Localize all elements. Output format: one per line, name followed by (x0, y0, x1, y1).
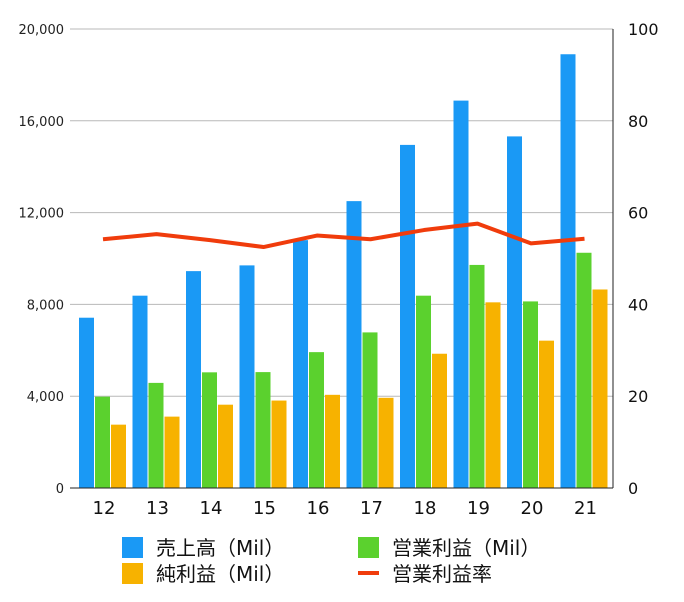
bar-net-profit (164, 416, 180, 488)
legend-swatch-line (358, 571, 379, 575)
profit-rate-line (102, 221, 585, 250)
x-tick-label: 16 (307, 498, 330, 519)
right-tick-label: 40 (628, 295, 648, 314)
x-tick-label: 21 (574, 498, 597, 519)
x-tick-label: 17 (360, 498, 383, 519)
legend-label: 売上高（Mil） (156, 536, 284, 560)
bar-net-profit (325, 394, 340, 488)
x-tick-label: 12 (93, 498, 116, 519)
bar-sales (560, 54, 576, 489)
bar-net-profit (485, 302, 501, 488)
right-tick-label: 20 (628, 387, 648, 406)
bar-operating-profit (469, 264, 485, 488)
bar-sales (79, 317, 94, 488)
bar-sales (507, 136, 522, 488)
bar-sales (132, 295, 148, 488)
bar-operating-profit (95, 396, 110, 488)
bar-sales (453, 100, 469, 488)
legend-label: 営業利益（Mil） (392, 536, 540, 560)
bar-operating-profit (202, 372, 217, 488)
bar-operating-profit (416, 295, 431, 488)
bar-sales (346, 201, 362, 488)
bar-sales (186, 271, 201, 488)
legend-swatch (122, 563, 143, 584)
bar-net-profit (111, 424, 126, 488)
bar-net-profit (539, 340, 554, 488)
left-tick-label: 20,000 (19, 23, 65, 38)
legend-label: 営業利益率 (392, 562, 492, 586)
bar-operating-profit (362, 332, 378, 488)
bar-net-profit (271, 400, 287, 488)
x-tick-label: 14 (200, 498, 223, 519)
bar-operating-profit (255, 372, 271, 488)
x-tick-label: 20 (521, 498, 544, 519)
bar-operating-profit (148, 382, 164, 488)
x-tick-label: 18 (414, 498, 437, 519)
left-tick-label: 8,000 (27, 298, 64, 313)
bar-operating-profit (576, 252, 592, 488)
grid-lines (70, 28, 613, 397)
bar-sales (239, 265, 255, 488)
legend: 売上高（Mil） 営業利益（Mil） 純利益（Mil） 営業利益率 (122, 536, 540, 586)
x-tick-label: 19 (467, 498, 490, 519)
axes (70, 29, 614, 489)
bar-operating-profit (523, 301, 538, 488)
right-tick-label: 60 (628, 204, 648, 223)
x-tick-label: 15 (253, 498, 276, 519)
left-tick-label: 0 (56, 482, 64, 497)
legend-label: 純利益（Mil） (156, 562, 284, 586)
profit-rate-line-group (102, 221, 585, 250)
right-tick-label: 0 (628, 479, 638, 498)
left-tick-label: 12,000 (19, 207, 65, 222)
bar-operating-profit (309, 352, 324, 488)
bars (79, 54, 608, 489)
legend-swatch (122, 537, 143, 558)
bar-sales (400, 144, 415, 488)
bar-net-profit (218, 404, 233, 488)
bar-net-profit (592, 289, 608, 488)
bar-net-profit (432, 353, 447, 488)
tick-labels: 0 4,000 8,000 12,000 16,000 20,000 0 20 40 60 80 10… (19, 20, 659, 519)
left-tick-label: 16,000 (19, 115, 65, 130)
legend-swatch (358, 537, 379, 558)
bar-net-profit (378, 397, 394, 488)
left-tick-label: 4,000 (27, 390, 64, 405)
x-tick-label: 13 (146, 498, 169, 519)
bar-sales (293, 240, 308, 488)
right-tick-label: 80 (628, 112, 648, 131)
right-tick-label: 100 (628, 20, 659, 39)
